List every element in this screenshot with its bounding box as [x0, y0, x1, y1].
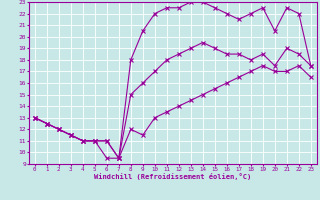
X-axis label: Windchill (Refroidissement éolien,°C): Windchill (Refroidissement éolien,°C): [94, 173, 252, 180]
